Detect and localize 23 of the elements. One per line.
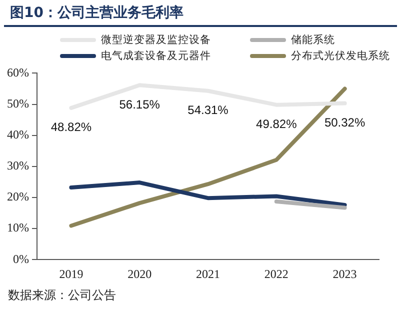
data-label: 49.82% (256, 117, 298, 132)
y-tick-label: 0% (12, 252, 29, 266)
x-tick-label: 2021 (196, 266, 220, 281)
legend-label: 分布式光伏发电系统 (291, 49, 390, 63)
y-tick-label: 60% (6, 65, 29, 80)
legend-label: 微型逆变器及监控设备 (101, 33, 211, 47)
legend-label: 电气成套设备及元器件 (101, 49, 211, 63)
y-tick-label: 30% (6, 158, 29, 173)
x-tick-label: 2023 (332, 266, 357, 281)
data-label: 56.15% (119, 97, 160, 112)
x-tick-label: 2022 (264, 266, 288, 281)
x-tick-label: 2019 (59, 266, 84, 281)
y-tick-label: 20% (6, 190, 29, 204)
y-tick-label: 10% (6, 220, 29, 235)
data-label: 54.31% (188, 103, 229, 118)
y-tick-label: 40% (6, 127, 29, 142)
chart-title: 图10：公司主营业务毛利率 (4, 0, 397, 27)
y-tick-label: 50% (6, 96, 29, 110)
data-label: 50.32% (324, 116, 366, 130)
data-label: 48.82% (50, 120, 92, 134)
source-note: 数据来源：公司公告 (7, 287, 117, 304)
legend-label: 储能系统 (291, 33, 335, 47)
x-tick-label: 2020 (128, 266, 152, 281)
